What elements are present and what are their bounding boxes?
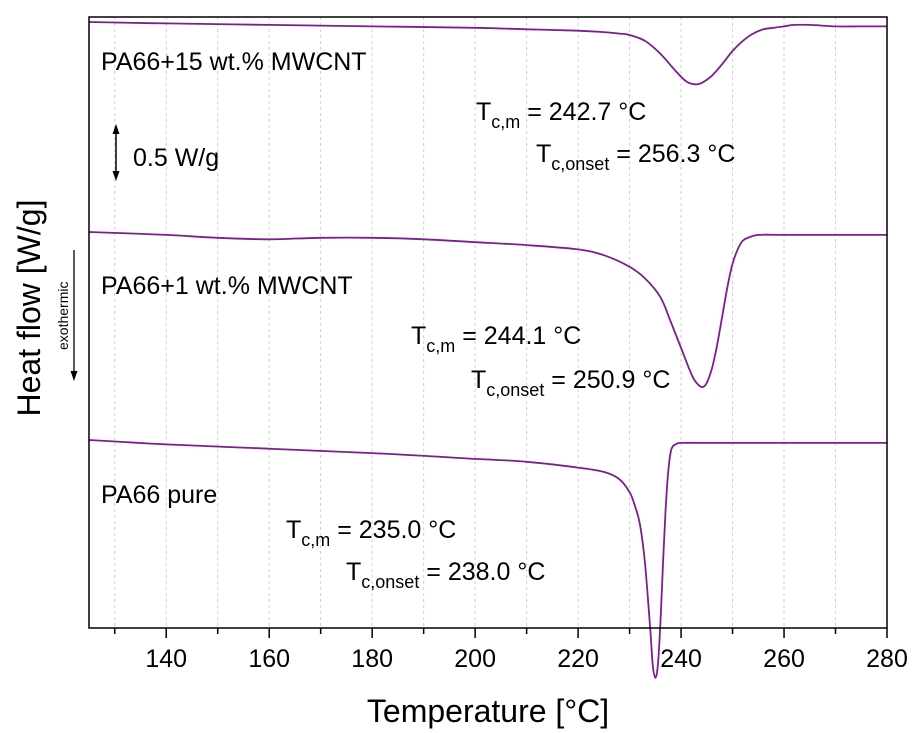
curve-series-2	[88, 231, 887, 389]
scale-bar-label: 0.5 W/g	[133, 144, 219, 172]
curve-labels: PA66+15 wt.% MWCNT Tc,m = 242.7 °C Tc,onse…	[101, 48, 735, 592]
annotation-3-1: Tc,m = 235.0 °C	[286, 516, 456, 550]
scale-bar: 0.5 W/g	[112, 124, 219, 181]
y-axis-label: Heat flow [W/g]	[11, 200, 47, 417]
curve-name-3: PA66 pure	[101, 481, 217, 509]
curve-series-1	[88, 21, 887, 86]
x-tick-label: 240	[660, 645, 702, 673]
x-axis-label: Temperature [°C]	[367, 693, 609, 729]
scale-bar-arrow-up	[112, 124, 120, 134]
curve-name-1: PA66+15 wt.% MWCNT	[101, 48, 367, 76]
exothermic-label: exothermic	[55, 282, 71, 350]
scale-bar-arrow-down	[112, 171, 120, 181]
exothermic-indicator: exothermic	[55, 250, 78, 381]
curve-series-3	[88, 439, 887, 679]
x-tick-label: 160	[248, 645, 290, 673]
annotation-3-2: Tc,onset = 238.0 °C	[346, 558, 545, 592]
annotation-2-2: Tc,onset = 250.9 °C	[471, 366, 670, 400]
annotation-1-1: Tc,m = 242.7 °C	[476, 98, 646, 132]
curves	[88, 21, 887, 679]
x-axis-ticks: 140 160 180 200 220 240 260 280	[113, 628, 908, 673]
x-tick-label: 140	[145, 645, 187, 673]
exothermic-arrow-head	[70, 371, 78, 381]
x-tick-label: 180	[351, 645, 393, 673]
curve-name-2: PA66+1 wt.% MWCNT	[101, 272, 353, 300]
annotation-1-2: Tc,onset = 256.3 °C	[536, 140, 735, 174]
x-tick-label: 220	[557, 645, 599, 673]
x-tick-label: 280	[866, 645, 908, 673]
plot-frame	[88, 16, 888, 629]
x-tick-label: 260	[763, 645, 805, 673]
annotation-2-1: Tc,m = 244.1 °C	[411, 322, 581, 356]
x-tick-label: 200	[454, 645, 496, 673]
